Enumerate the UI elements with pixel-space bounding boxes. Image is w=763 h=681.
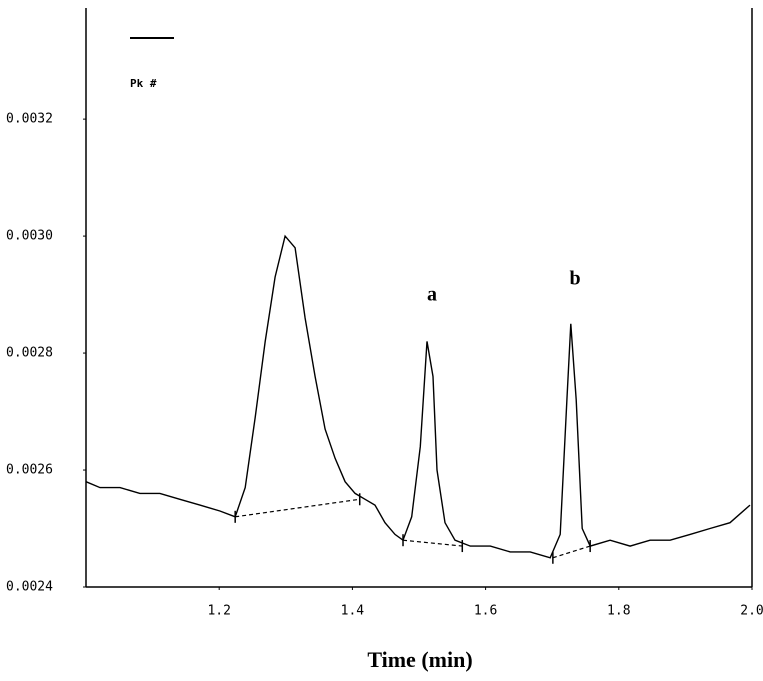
signal-line	[85, 234, 751, 559]
y-tick-label: 0.0028	[6, 346, 53, 361]
peak-baseline	[235, 498, 360, 518]
x-tick-label: 2.0	[740, 604, 763, 619]
y-tick-label: 0.0030	[6, 229, 53, 244]
y-tick-label: 0.0032	[6, 112, 53, 127]
x-tick-label: 1.8	[607, 604, 630, 619]
peak-label: b	[569, 268, 580, 290]
y-tick-label: 0.0026	[6, 463, 53, 478]
x-tick-label: 1.6	[474, 604, 497, 619]
peak-baseline	[552, 545, 591, 559]
peak-baseline	[402, 539, 463, 547]
x-tick-label: 1.4	[341, 604, 365, 619]
x-axis-label: Time (min)	[367, 647, 472, 672]
x-tick-label: 1.2	[207, 604, 230, 619]
peak-label: a	[427, 284, 437, 306]
legend-text: Pk #	[130, 77, 157, 90]
y-tick-label: 0.0024	[6, 580, 53, 595]
